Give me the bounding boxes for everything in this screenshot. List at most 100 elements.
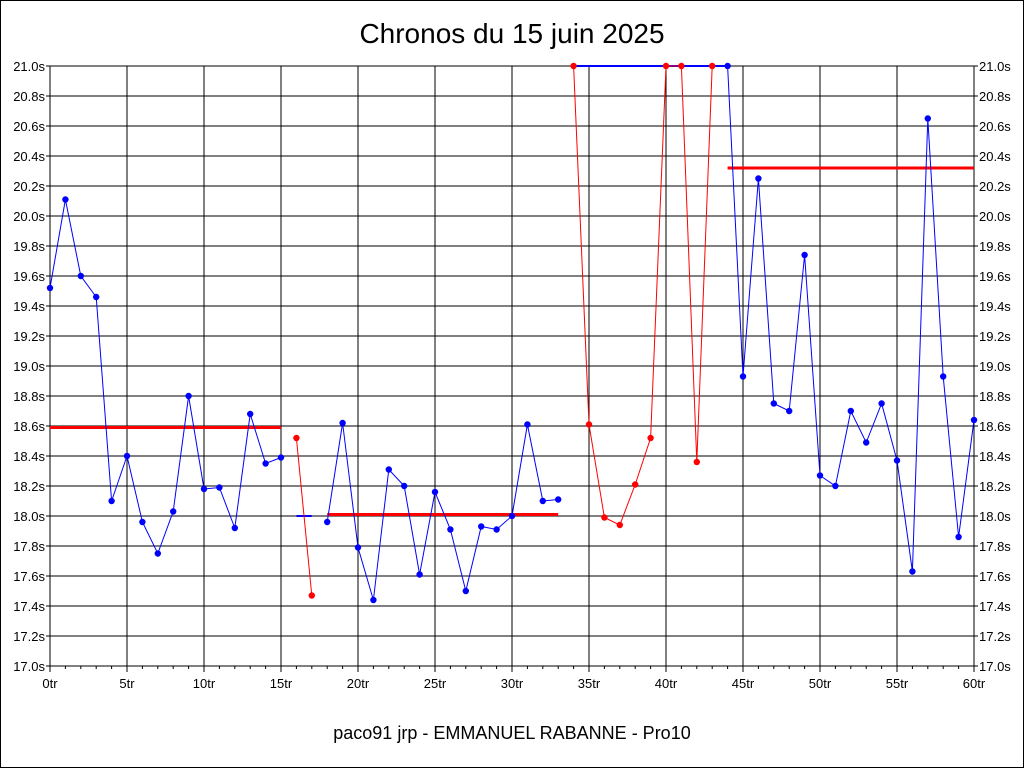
data-point [955,533,962,541]
data-point [308,592,315,599]
data-point [185,392,192,400]
x-tick-label: 35tr [578,676,601,691]
data-point [324,518,331,526]
y-tick-label-right: 19.8s [979,239,1011,254]
y-tick-label-right: 17.6s [979,569,1011,584]
data-point [170,508,177,515]
y-tick-label-left: 21.0s [13,59,45,74]
plot-border [49,65,975,667]
y-tick-label-left: 18.4s [13,449,45,464]
y-tick-label-left: 20.0s [13,209,45,224]
data-point [231,524,238,532]
data-point [493,526,500,533]
data-point [878,400,885,407]
y-tick-label-right: 19.0s [979,359,1011,374]
data-point [277,454,285,461]
data-point [847,407,854,415]
y-tick-label-right: 20.0s [979,209,1011,224]
data-point [616,521,623,529]
data-point [893,457,901,464]
y-tick-label-left: 17.0s [13,659,45,674]
data-point [478,523,485,530]
x-tick-label: 60tr [963,676,986,691]
data-point [62,196,69,203]
y-tick-label-right: 19.6s [979,269,1011,284]
data-point [200,485,208,493]
data-point [647,434,654,442]
data-point [693,458,700,466]
data-point [555,496,562,503]
x-tick-label: 50tr [809,676,832,691]
series-line [295,437,313,596]
y-tick-label-right: 20.2s [979,179,1011,194]
y-tick-label-right: 21.0s [979,59,1011,74]
data-point [524,421,531,428]
data-point [247,410,254,418]
data-point [770,400,777,407]
data-point [924,115,931,122]
data-point [970,416,978,424]
y-tick-label-left: 17.2s [13,629,45,644]
y-tick-label-left: 18.0s [13,509,45,524]
data-point [755,175,762,182]
y-tick-label-right: 18.2s [979,479,1011,494]
data-point [370,596,377,604]
chart-subtitle: paco91 jrp - EMMANUEL RABANNE - Pro10 [333,723,691,743]
y-tick-label-right: 20.4s [979,149,1011,164]
data-point [601,514,608,521]
y-tick-label-left: 18.8s [13,389,45,404]
x-tick-label: 30tr [501,676,524,691]
data-point [739,373,747,380]
x-tick-label: 40tr [655,676,678,691]
data-point [447,526,454,533]
chart-title: Chronos du 15 juin 2025 [359,18,665,49]
data-point [801,251,808,259]
data-point [816,472,824,479]
data-point [709,62,716,70]
data-point [632,481,639,488]
y-tick-label-left: 20.8s [13,89,45,104]
y-tick-label-right: 19.4s [979,299,1011,314]
data-point [431,488,439,496]
data-point [724,62,731,70]
series-line [326,422,559,601]
y-tick-label-left: 17.8s [13,539,45,554]
y-tick-label-right: 17.8s [979,539,1011,554]
y-tick-label-left: 19.2s [13,329,45,344]
y-tick-label-left: 19.8s [13,239,45,254]
data-point [508,512,516,520]
data-point [401,482,408,490]
y-tick-label-right: 18.8s [979,389,1011,404]
data-point [139,518,146,526]
data-point [678,62,685,70]
y-tick-label-right: 17.2s [979,629,1011,644]
y-tick-label-left: 17.4s [13,599,45,614]
data-point [123,452,131,460]
y-tick-label-left: 20.6s [13,119,45,134]
x-tick-label: 0tr [42,676,58,691]
x-tick-label: 55tr [886,676,909,691]
y-tick-label-right: 18.0s [979,509,1011,524]
data-point [416,571,423,578]
y-tick-label-right: 18.4s [979,449,1011,464]
y-tick-label-left: 18.2s [13,479,45,494]
y-tick-label-right: 20.8s [979,89,1011,104]
y-tick-label-right: 20.6s [979,119,1011,134]
y-tick-label-left: 19.4s [13,299,45,314]
y-tick-label-right: 18.6s [979,419,1011,434]
x-tick-label: 45tr [732,676,755,691]
y-tick-label-left: 20.2s [13,179,45,194]
data-point [108,497,115,505]
series-line [573,65,713,526]
data-point [863,439,870,446]
series-line [727,65,975,572]
x-tick-label: 20tr [347,676,370,691]
y-tick-label-left: 18.6s [13,419,45,434]
y-tick-label-left: 19.0s [13,359,45,374]
y-tick-label-left: 17.6s [13,569,45,584]
data-point [385,466,392,473]
data-point [93,293,100,301]
x-tick-label: 5tr [119,676,135,691]
data-point [909,568,916,575]
